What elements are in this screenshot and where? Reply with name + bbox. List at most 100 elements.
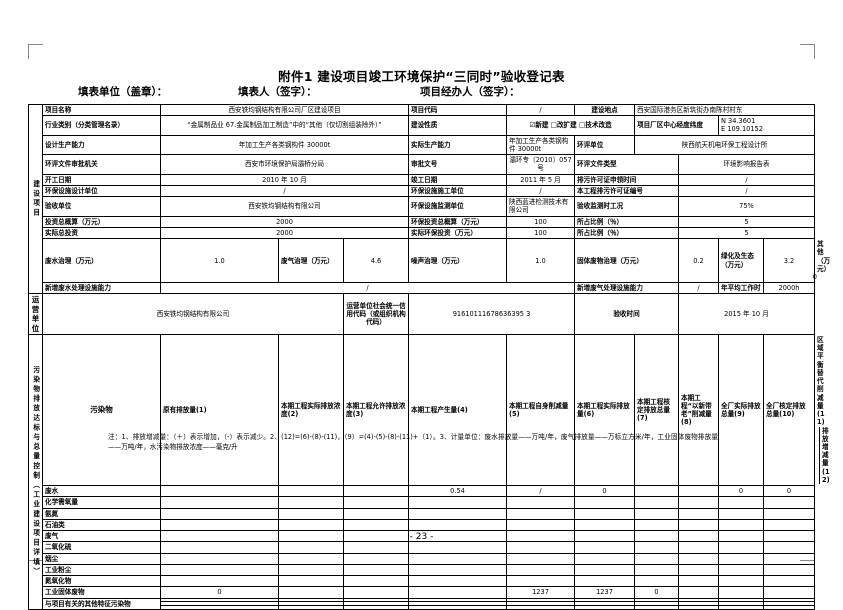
pollutant-cell [574, 563, 635, 577]
pollutant-cell [718, 518, 764, 532]
page-number: - 23 - [409, 532, 434, 542]
cell-label-env-construct-unit: 环保设施施工单位 [408, 184, 507, 198]
table-row: 建设项目 项目名称 西安铁均钢结构有限公司厂区建设项目 项目代码 / 建设地点 … [28, 103, 815, 295]
cell-value-acceptance-unit: 西安铁均钢结构有限公司 [160, 196, 409, 217]
cell-value-project-name: 西安铁均钢结构有限公司厂区建设项目 [160, 103, 409, 117]
cell-value-eia-doc-type: 环境影响报告表 [678, 154, 815, 175]
pollutant-cell [343, 485, 409, 498]
pollutant-name: 工业粉尘 [42, 563, 161, 577]
pollutant-cell [160, 605, 279, 610]
pollutant-cell [763, 563, 815, 577]
cell-value-ratio-1: 5 [678, 215, 815, 228]
pollutant-cell [343, 507, 409, 520]
pollutant-cell [343, 586, 409, 599]
pollutant-cell [718, 507, 764, 520]
cell-label-env-budget: 环保投资总概算（万元） [408, 215, 507, 228]
cell-label-wastewater-cost: 废水治理（万元） [42, 238, 161, 284]
pollutant-cell [506, 496, 575, 509]
cell-value-solid-waste-cost: 0.2 [678, 238, 719, 284]
table-row: 氮氧化物 [29, 575, 815, 588]
cell-value-permit-apply-time: / [678, 173, 815, 186]
footnote: 注：1、排放增减量：（＋）表示增加，（-）表示减少。2、(12)=(6)-(8)… [108, 433, 718, 452]
pollutant-cell [278, 541, 344, 554]
pollutant-cell [678, 518, 719, 532]
header-original-emission: 原有排放量(1) [160, 333, 279, 487]
cell-value-new-gas-capacity: / [678, 282, 719, 295]
cell-label-ratio-2: 所占比例（％） [574, 226, 679, 240]
pollutant-cell [343, 552, 409, 565]
cell-value-annual-hours: 2000h [763, 282, 815, 295]
pollutant-name: 废水 [42, 485, 161, 498]
pollutant-cell [678, 605, 719, 610]
cell-value-actual-investment: 2000 [160, 226, 409, 240]
cell-label-industry-category: 行业类别（分类管理名录） [42, 115, 161, 136]
table-row: 开工日期 2010 年 10 月 竣工日期 2011 年 5 月 排污许可证申领… [29, 173, 815, 186]
pollutant-cell [763, 530, 815, 543]
pollutant-cell [763, 507, 815, 520]
pollutant-cell [634, 541, 679, 554]
pollutant-cell [634, 507, 679, 520]
pollutant-cell [574, 552, 635, 565]
pollutant-cell [408, 575, 507, 588]
pollutant-name: 氮氧化物 [42, 575, 161, 588]
pollutant-cell [278, 586, 344, 599]
pollutant-cell [574, 605, 635, 610]
cell-value-eia-unit: 陕西航天机电环保工程设计所 [634, 134, 815, 156]
cell-label-acceptance-time: 验收时间 [574, 293, 679, 335]
pollutant-cell [278, 496, 344, 509]
crop-mark-top-left [28, 44, 43, 59]
pollutant-cell [634, 563, 679, 577]
pollutant-cell [634, 496, 679, 509]
cell-value-credit-code: 91610111678636395 3 [408, 293, 575, 335]
pollutant-cell [574, 541, 635, 554]
cell-label-eia-unit: 环评单位 [574, 134, 635, 156]
pollutant-cell: 0 [634, 586, 679, 599]
pollutant-cell [278, 507, 344, 520]
cell-label-build-location: 建设地点 [574, 103, 635, 117]
pollutant-cell [408, 563, 507, 577]
header-plant-actual-total: 全厂实际排放总量(9) [718, 333, 764, 487]
cell-value-operator: 西安铁均钢结构有限公司 [42, 293, 344, 335]
cell-value-ratio-2: 5 [678, 226, 815, 240]
cell-label-greening-cost: 绿化及生态（万元） [718, 238, 764, 284]
pollutant-cell [634, 518, 679, 532]
side-label-project: 建设项目 [28, 103, 43, 295]
header-allowed-concentration: 本期工程允许排放浓度(3) [343, 333, 409, 487]
pollutant-cell [160, 485, 279, 498]
pollutant-cell [160, 496, 279, 509]
cell-label-permit-apply-time: 排污许可证申领时间 [574, 173, 679, 186]
pollutant-cell [678, 496, 719, 509]
cell-label-completion-date: 竣工日期 [408, 173, 507, 186]
pollutant-cell [506, 605, 575, 610]
other-pollutant-label: 与项目有关的其他特征污染物 [42, 597, 161, 610]
pollutant-cell: 0 [718, 485, 764, 498]
pollutant-cell [408, 518, 507, 532]
sign-person-label: 填表人（签字）： [238, 86, 317, 98]
cell-value-eia-approval-authority: 西安市环境保护局灞桥分局 [160, 154, 409, 175]
table-row: 投资总概算（万元） 2000 环保投资总概算（万元） 100 所占比例（％） 5 [29, 215, 815, 228]
pollutant-cell [678, 552, 719, 565]
pollutant-cell [763, 541, 815, 554]
pollutant-cell [718, 541, 764, 554]
pollutant-cell [718, 563, 764, 577]
table-row: 化学需氧量 [29, 496, 815, 509]
registration-table: 建设项目 项目名称 西安铁均钢结构有限公司厂区建设项目 项目代码 / 建设地点 … [28, 103, 830, 610]
pollutant-cell [343, 496, 409, 509]
cell-value-actual-capacity: 年加工生产各类钢构件 30000t [506, 134, 575, 156]
pollutant-cell [160, 507, 279, 520]
cell-value-design-capacity: 年加工生产各类钢构件 30000t [160, 134, 409, 156]
cell-label-solid-waste-cost: 固体废物治理（万元） [574, 238, 679, 284]
pollutant-cell [408, 552, 507, 565]
pollutant-cell [506, 507, 575, 520]
header-regional-offset-text: 区域平衡替代削减量(11) [817, 335, 825, 427]
pollutant-cell [718, 552, 764, 565]
pollutant-cell [408, 541, 507, 554]
cell-value-env-construct-unit: / [506, 184, 575, 198]
table-row: 烟尘 [29, 552, 815, 565]
cell-label-monitor-condition: 验收监测时工况 [574, 196, 679, 217]
table-row: 废水治理（万元） 1.0 废气治理（万元） 4.6 噪声治理（万元） 1.0 固… [29, 238, 830, 284]
table-row: 废水 0.54 / 0 0 0 [29, 485, 815, 498]
sign-manager-label: 项目经办人（签字）： [420, 86, 520, 98]
cell-label-acceptance-unit: 验收单位 [42, 196, 161, 217]
crop-mark-top-right [800, 44, 815, 59]
